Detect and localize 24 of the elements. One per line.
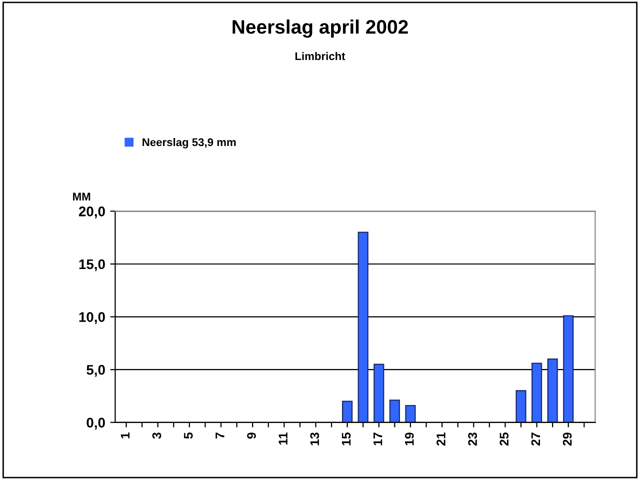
x-tick-label: 15 [342, 432, 351, 446]
chart-subtitle: Limbricht [295, 52, 346, 60]
y-tick-label: 5,0 [86, 364, 105, 377]
x-tick-label: 9 [247, 432, 256, 439]
x-tick-label: 7 [216, 432, 224, 439]
x-tick-label: 3 [152, 432, 162, 439]
x-tick-label: 27 [531, 432, 540, 446]
x-tick-label: 21 [436, 432, 446, 446]
legend-label: Neerslag 53,9 mm [142, 138, 236, 148]
x-tick-label: 1 [120, 432, 130, 438]
x-tick-label: 23 [468, 432, 477, 446]
x-tick-label: 29 [562, 432, 572, 446]
chart-title: Neerslag april 2002 [232, 20, 408, 38]
x-tick-label: 17 [374, 432, 382, 446]
y-tick-label: 15,0 [79, 259, 105, 272]
y-tick-label: 10,0 [79, 312, 105, 324]
y-axis-title: MM [73, 192, 90, 200]
y-tick-label: 0,0 [86, 418, 105, 430]
x-tick-label: 13 [310, 432, 320, 446]
x-tick-label: 11 [278, 432, 288, 445]
x-tick-label: 25 [500, 432, 509, 446]
x-tick-label: 5 [184, 432, 193, 439]
y-tick-label: 20,0 [78, 206, 105, 218]
x-tick-label: 19 [404, 432, 414, 446]
